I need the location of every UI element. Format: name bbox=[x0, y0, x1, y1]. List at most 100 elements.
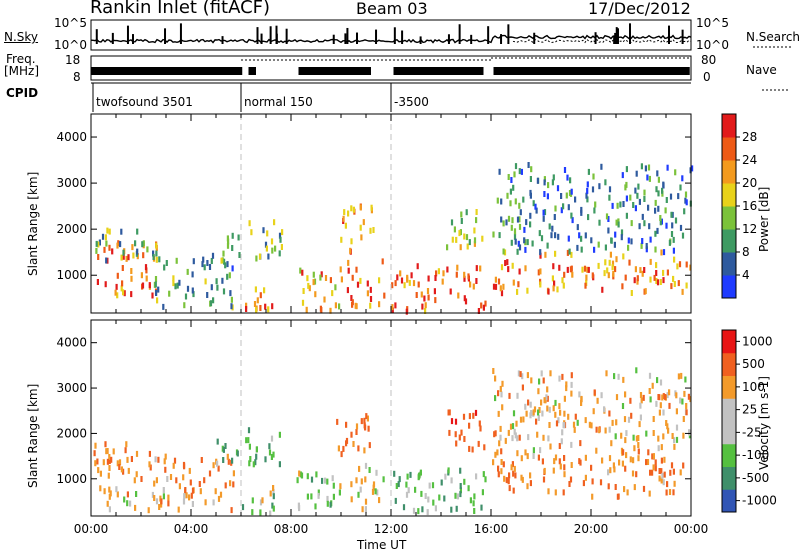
velocity-cell bbox=[662, 409, 665, 416]
power-cell bbox=[449, 288, 452, 295]
velocity-cell bbox=[573, 426, 576, 433]
power-cell bbox=[587, 266, 590, 273]
velocity-cell bbox=[365, 413, 368, 420]
power-cell bbox=[627, 244, 630, 251]
velocity-cell bbox=[526, 372, 529, 379]
velocity-cell bbox=[637, 448, 640, 455]
velocity-cell bbox=[342, 445, 345, 452]
power-cell bbox=[403, 282, 406, 289]
power-cell bbox=[684, 197, 687, 204]
power-cell bbox=[679, 224, 683, 231]
power-cell bbox=[130, 275, 133, 282]
velocity-cell bbox=[542, 476, 546, 483]
velocity-cell bbox=[680, 372, 683, 379]
power-cell bbox=[108, 228, 111, 235]
velocity-cell bbox=[133, 477, 136, 484]
velocity-cell bbox=[407, 487, 410, 494]
velocity-cell bbox=[183, 463, 186, 470]
power-cell bbox=[604, 244, 607, 251]
power-cell bbox=[360, 234, 363, 241]
power-cell bbox=[237, 234, 240, 241]
velocity-heatmap-cells bbox=[93, 367, 692, 517]
velocity-cell bbox=[666, 392, 669, 399]
velocity-cell bbox=[115, 486, 118, 493]
velocity-cell bbox=[475, 473, 478, 480]
velocity-cell bbox=[620, 432, 623, 439]
power-cell bbox=[156, 297, 159, 304]
power-cell bbox=[155, 290, 158, 296]
power-cell bbox=[302, 288, 305, 294]
power-colorbar-segment bbox=[722, 206, 736, 230]
velocity-cell bbox=[496, 449, 499, 456]
power-cell bbox=[259, 305, 262, 311]
velocity-cell bbox=[507, 429, 510, 436]
velocity-cell bbox=[645, 459, 648, 466]
power-cell bbox=[672, 275, 675, 282]
power-cell bbox=[632, 202, 635, 208]
velocity-cell bbox=[560, 438, 563, 445]
velocity-cell bbox=[129, 500, 132, 507]
power-cell bbox=[127, 254, 130, 261]
power-cell bbox=[543, 176, 546, 183]
power-cell bbox=[656, 227, 659, 234]
velocity-cell bbox=[394, 497, 397, 504]
velocity-cell bbox=[125, 441, 128, 448]
power-cell bbox=[210, 284, 213, 291]
power-cell bbox=[674, 169, 677, 176]
velocity-cell bbox=[633, 484, 636, 491]
velocity-cell bbox=[162, 493, 165, 500]
power-cell bbox=[267, 253, 270, 260]
power-cell bbox=[553, 214, 556, 220]
power-cell bbox=[526, 239, 529, 246]
power-cell bbox=[455, 271, 458, 278]
velocity-cell bbox=[595, 447, 598, 454]
velocity-cell bbox=[484, 476, 487, 483]
velocity-cell bbox=[511, 461, 514, 468]
power-cell bbox=[424, 302, 427, 309]
velocity-cell bbox=[500, 391, 503, 398]
power-cell bbox=[587, 214, 590, 221]
power-cell bbox=[584, 282, 587, 289]
velocity-cell bbox=[106, 448, 109, 454]
velocity-cell bbox=[639, 414, 642, 421]
power-cell bbox=[655, 278, 658, 284]
power-cell bbox=[648, 175, 651, 182]
velocity-cell bbox=[525, 410, 528, 417]
velocity-cell bbox=[532, 447, 535, 454]
velocity-cell bbox=[148, 450, 151, 457]
power-cell bbox=[674, 217, 678, 224]
velocity-cell bbox=[584, 474, 587, 481]
velocity-cell bbox=[590, 464, 593, 471]
velocity-cell bbox=[518, 434, 521, 441]
power-cell bbox=[569, 177, 572, 184]
power-cell bbox=[279, 236, 282, 243]
velocity-cell bbox=[163, 458, 166, 465]
power-cell bbox=[607, 227, 610, 234]
velocity-cell bbox=[521, 384, 524, 391]
power-cell bbox=[566, 266, 569, 273]
velocity-cell bbox=[552, 405, 555, 412]
power-cell bbox=[391, 307, 394, 314]
power-cell bbox=[635, 170, 638, 177]
power-cell bbox=[664, 207, 667, 214]
velocity-cell bbox=[350, 431, 353, 438]
velocity-cell bbox=[637, 455, 640, 462]
velocity-cell bbox=[618, 459, 621, 466]
power-cell bbox=[581, 266, 584, 273]
power-cell bbox=[543, 179, 546, 186]
power-cell bbox=[604, 179, 607, 186]
velocity-cell bbox=[270, 454, 273, 460]
power-cell bbox=[95, 240, 98, 247]
power-cell bbox=[362, 219, 365, 226]
velocity-cell bbox=[683, 390, 686, 397]
power-cell bbox=[441, 278, 444, 285]
velocity-cell bbox=[208, 470, 212, 477]
power-cell bbox=[662, 269, 665, 276]
velocity-cell bbox=[421, 506, 424, 513]
power-cell bbox=[636, 275, 639, 282]
power-cell bbox=[560, 207, 563, 214]
power-cell bbox=[649, 236, 652, 243]
velocity-cell bbox=[646, 459, 650, 465]
velocity-cell bbox=[200, 457, 203, 463]
power-cell bbox=[641, 213, 644, 220]
